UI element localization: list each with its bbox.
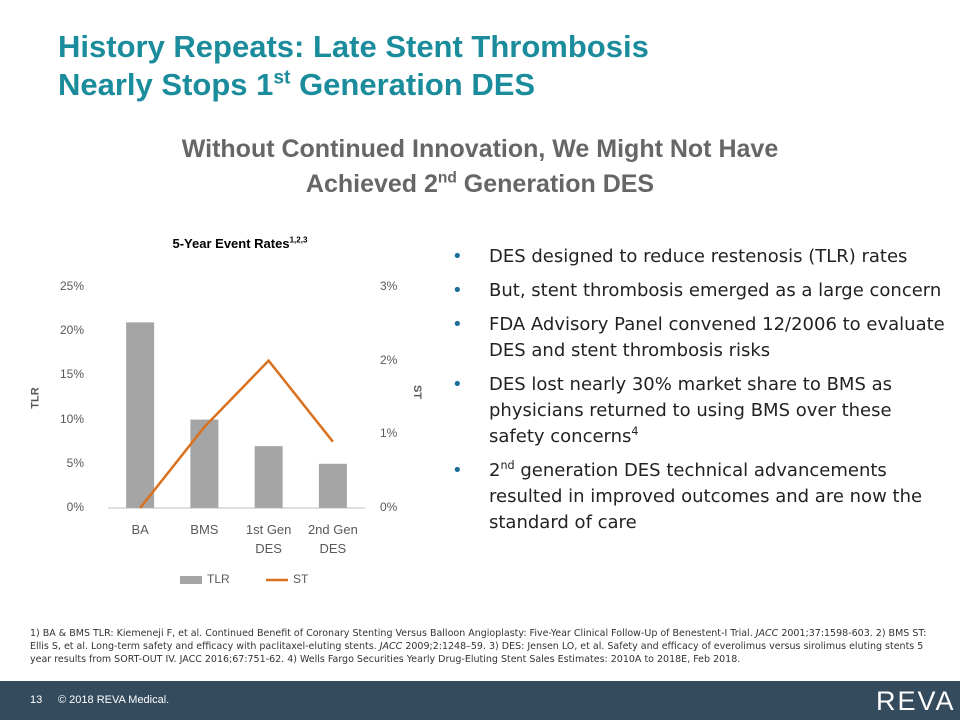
- y-tick-label: 20%: [59, 323, 84, 338]
- slide-title: History Repeats: Late Stent Thrombosis Ne…: [58, 28, 649, 104]
- bullet-list: DES designed to reduce restenosis (TLR) …: [450, 244, 950, 544]
- y-tick-label: 0%: [66, 500, 84, 514]
- footer-bar: [0, 681, 960, 720]
- x-tick-label: 2nd Gen DES: [307, 522, 358, 556]
- text-run: 2001;37:1598-603. 2) BMS ST: Ellis S, et…: [30, 628, 927, 652]
- y-tick-label: 25%: [59, 279, 84, 293]
- text-run: Nearly Stops 1: [58, 67, 274, 102]
- logo: REVA: [876, 686, 956, 716]
- line: [139, 358, 334, 509]
- title-line: Nearly Stops 1st Generation DES: [58, 66, 649, 104]
- superscript: 4: [631, 425, 639, 438]
- page-number: 13: [30, 694, 43, 706]
- text-run: DES designed to reduce restenosis (TLR) …: [489, 246, 908, 267]
- superscript: st: [273, 67, 291, 89]
- y2-tick-label: 2%: [380, 352, 398, 367]
- y-tick-label: 15%: [59, 367, 84, 382]
- footnote: 1) BA & BMS TLR: Kiemeneji F, et al. Con…: [30, 627, 945, 666]
- chart-title-text: 5-Year Event Rates: [172, 236, 290, 251]
- slide-subtitle: Without Continued Innovation, We Might N…: [100, 132, 860, 202]
- text-run: DES lost nearly 30% market share to BMS …: [489, 374, 893, 447]
- bar: [318, 463, 347, 508]
- title-line: History Repeats: Late Stent Thrombosis: [58, 28, 649, 66]
- subtitle-line: Without Continued Innovation, We Might N…: [100, 132, 860, 167]
- italic-text: JACC: [755, 628, 779, 639]
- bullet: FDA Advisory Panel convened 12/2006 to e…: [450, 312, 950, 364]
- superscript: nd: [500, 459, 515, 472]
- y2-axis-title: ST: [411, 384, 424, 400]
- y-tick-label: 10%: [59, 411, 84, 426]
- y2-tick-label: 0%: [380, 500, 398, 514]
- text-run: History Repeats: Late Stent Thrombosis: [58, 29, 649, 64]
- text-run: 2: [489, 460, 501, 481]
- text-run: generation DES technical advancements re…: [489, 460, 923, 533]
- text-run: Generation DES: [290, 67, 536, 102]
- chart-title-sup: 1,2,3: [289, 235, 308, 245]
- text-run: Achieved 2: [305, 170, 438, 198]
- y-tick-label: 5%: [66, 455, 84, 470]
- chart-title: 5-Year Event Rates1,2,3: [100, 236, 380, 251]
- y2-tick-label: 3%: [380, 279, 398, 293]
- x-tick-label: BMS: [190, 522, 219, 537]
- subtitle-line: Achieved 2nd Generation DES: [100, 167, 860, 202]
- text-run: 1) BA & BMS TLR: Kiemeneji F, et al. Con…: [30, 628, 756, 639]
- text-run: 2009;2:1248–59. 3) DES: Jensen LO, et al…: [30, 641, 924, 665]
- legend-label: TLR: [207, 572, 230, 586]
- bullet: DES lost nearly 30% market share to BMS …: [450, 372, 950, 450]
- text-run: Without Continued Innovation, We Might N…: [181, 135, 779, 163]
- bar: [190, 419, 219, 508]
- bullet: DES designed to reduce restenosis (TLR) …: [450, 244, 950, 270]
- copyright: © 2018 REVA Medical.: [58, 694, 170, 706]
- bar: [254, 446, 283, 508]
- x-tick-label: 1st Gen DES: [245, 522, 292, 556]
- bullet: But, stent thrombosis emerged as a large…: [450, 278, 950, 304]
- italic-text: JACC: [379, 641, 403, 652]
- text-run: Generation DES: [456, 170, 655, 198]
- bar: [126, 322, 155, 508]
- x-tick-label: BA: [131, 522, 149, 537]
- legend-swatch: [180, 576, 202, 584]
- text-run: FDA Advisory Panel convened 12/2006 to e…: [489, 314, 945, 361]
- legend-label: ST: [293, 572, 309, 586]
- y2-tick-label: 1%: [380, 426, 398, 441]
- y-axis-title: TLR: [29, 387, 42, 409]
- bullet: 2nd generation DES technical advancement…: [450, 458, 950, 536]
- superscript: nd: [437, 169, 457, 187]
- text-run: But, stent thrombosis emerged as a large…: [489, 280, 942, 301]
